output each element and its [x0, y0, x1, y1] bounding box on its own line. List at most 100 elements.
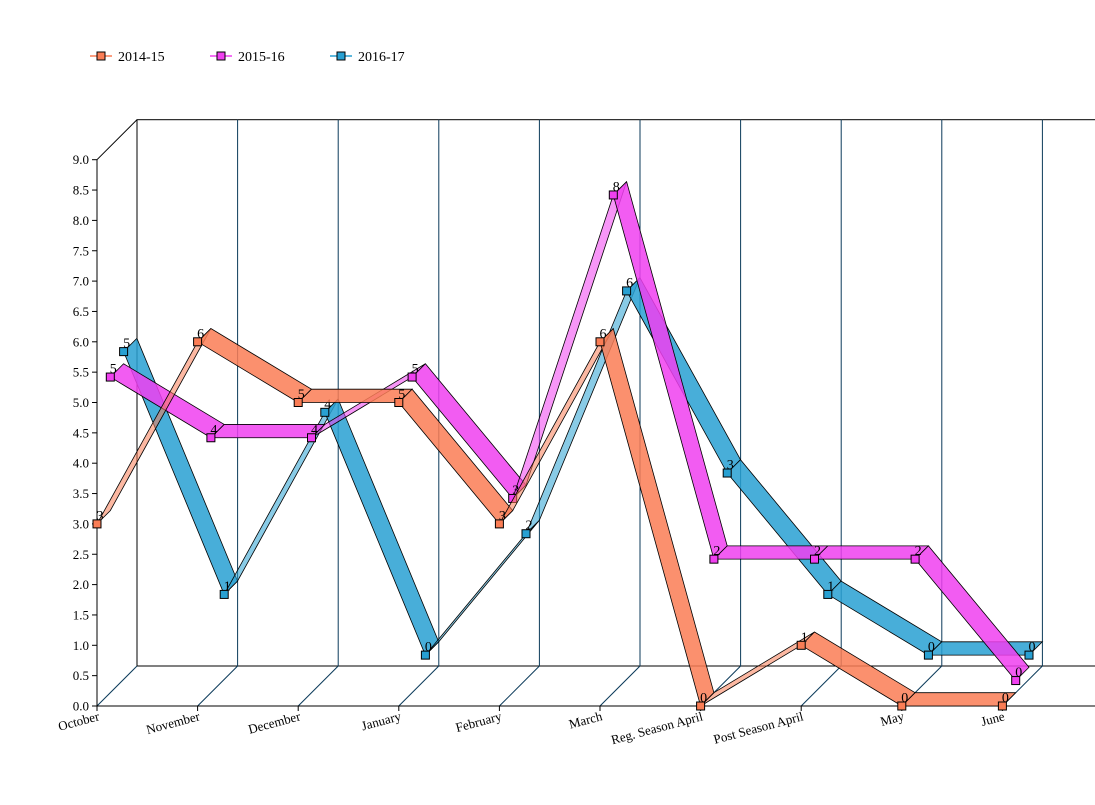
x-tick-label: March — [567, 708, 604, 731]
floor-line — [398, 665, 440, 707]
data-label: 4 — [324, 397, 331, 412]
data-point-marker — [823, 589, 833, 599]
legend-label: 2016-17 — [358, 50, 405, 65]
x-tick-label: December — [246, 708, 302, 736]
data-point-marker — [1011, 676, 1021, 686]
x-tick-label: November — [144, 708, 202, 737]
y-tick-label: 8.5 — [73, 183, 89, 198]
data-point-marker — [206, 433, 216, 443]
data-label: 3 — [512, 483, 519, 498]
y-tick-label: 7.0 — [73, 274, 89, 289]
y-tick-label: 1.5 — [73, 607, 89, 622]
floor-line — [96, 665, 138, 707]
ribbon-segment — [914, 545, 1030, 682]
data-label: 0 — [1029, 640, 1036, 655]
data-point-marker — [923, 650, 933, 660]
x-tick-label: February — [454, 708, 504, 735]
ribbon-segment — [900, 692, 1017, 707]
data-label: 3 — [499, 509, 506, 524]
data-point-marker — [521, 529, 531, 539]
data-label: 6 — [626, 276, 633, 291]
y-tick-label: 6.5 — [73, 304, 89, 319]
plot-frame — [96, 119, 1095, 707]
y-tick-label: 3.0 — [73, 516, 89, 531]
y-tick-label: 0.0 — [73, 699, 89, 714]
data-point-marker — [420, 650, 430, 660]
data-point-marker — [105, 372, 115, 382]
x-tick-label: June — [979, 708, 1006, 729]
data-label: 3 — [727, 458, 734, 473]
legend-label: 2014-15 — [118, 50, 165, 65]
data-label: 0 — [425, 640, 432, 655]
y-tick-label: 1.0 — [73, 638, 89, 653]
data-label: 0 — [1015, 666, 1022, 681]
data-label: 0 — [928, 640, 935, 655]
data-label: 5 — [298, 388, 305, 403]
data-point-marker — [407, 372, 417, 382]
x-axis: October November December January February Ma… — [56, 706, 1006, 747]
floor-line — [499, 665, 540, 707]
y-tick-label: 0.5 — [73, 668, 89, 683]
data-point-marker — [307, 433, 316, 443]
y-tick-label: 8.0 — [73, 213, 89, 228]
data-point-marker — [608, 190, 618, 200]
data-point-marker — [1024, 650, 1034, 660]
data-label: 5 — [123, 337, 130, 352]
legend-marker — [96, 51, 106, 61]
x-tick-label: Reg. Season April — [609, 708, 704, 747]
y-tick-label: 6.0 — [73, 334, 89, 349]
data-point-marker — [119, 347, 129, 357]
y-tick-label: 4.0 — [73, 456, 89, 471]
legend-marker — [216, 51, 226, 61]
data-label: 5 — [412, 362, 419, 377]
data-point-marker — [320, 407, 330, 417]
y-tick-label: 4.5 — [73, 425, 89, 440]
data-label: 1 — [801, 630, 808, 645]
y-tick-label: 5.5 — [73, 365, 89, 380]
data-label: 2 — [915, 544, 922, 559]
data-label: 5 — [398, 388, 405, 403]
data-label: 8 — [613, 180, 620, 195]
floor-line — [800, 665, 842, 707]
legend-label: 2015-16 — [238, 50, 285, 65]
data-point-marker — [394, 398, 404, 407]
data-point-marker — [696, 701, 706, 711]
side-wall-edge — [96, 119, 138, 161]
data-point-marker — [709, 554, 719, 564]
data-point-marker — [219, 589, 229, 599]
data-label: 3 — [97, 509, 104, 524]
data-label: 0 — [1002, 691, 1009, 706]
x-tick-label: January — [360, 708, 403, 733]
data-label: 2 — [814, 544, 821, 559]
data-label: 6 — [197, 327, 204, 342]
floor-line — [599, 665, 641, 707]
data-label: 4 — [311, 423, 318, 438]
legend: 2014-15 2015-16 2016-17 — [90, 50, 405, 65]
y-tick-label: 7.5 — [73, 243, 89, 258]
floor-line — [197, 665, 238, 707]
y-axis: 0.0 0.5 1.0 1.5 2.0 2.5 3.0 3.5 4.0 4.5 5.0 5.5 6.0 6… — [73, 152, 97, 714]
data-point-marker — [810, 554, 819, 564]
data-label: 5 — [110, 362, 117, 377]
data-label: 2 — [713, 544, 720, 559]
data-label: 0 — [901, 691, 908, 706]
data-point-marker — [722, 468, 732, 478]
data-label: 6 — [600, 327, 607, 342]
data-point-marker — [193, 337, 203, 347]
data-label: 1 — [224, 579, 231, 594]
y-tick-label: 2.0 — [73, 577, 89, 592]
x-tick-label: May — [879, 708, 906, 729]
data-label: 2 — [526, 519, 533, 534]
data-point-marker — [897, 701, 907, 711]
data-point-marker — [595, 337, 605, 347]
y-tick-label: 2.5 — [73, 547, 89, 562]
data-point-marker — [622, 286, 632, 296]
series-2015-16: 5 4 4 5 3 8 2 2 2 0 — [105, 180, 1030, 686]
data-point-marker — [92, 519, 102, 529]
data-label: 0 — [700, 691, 707, 706]
y-tick-label: 9.0 — [73, 152, 89, 167]
floor-line — [297, 665, 339, 707]
data-point-marker — [796, 640, 806, 650]
